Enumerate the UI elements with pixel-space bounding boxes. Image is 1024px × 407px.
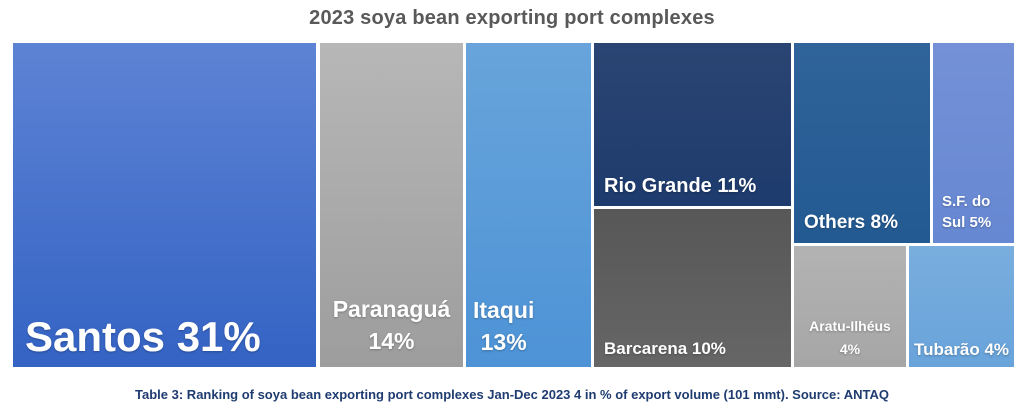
tile-label-tubarao: Tubarão 4% [909,340,1014,360]
treemap-tile-aratu-ilheus: Aratu-Ilhéus 4% [794,246,906,367]
tile-label-line1: Barcarena 10% [604,339,726,358]
treemap-tile-santos: Santos 31% [13,43,316,367]
treemap-tile-others: Others 8% [794,43,930,243]
tile-label-aratu-ilheus: Aratu-Ilhéus 4% [794,315,906,360]
tile-label-others: Others 8% [804,212,898,234]
tile-label-line1: Paranaguá [332,295,451,322]
tile-label-line1: Others 8% [804,212,898,233]
tile-label-line1: Santos 31% [25,313,261,360]
tile-label-line1: Aratu-Ilhéus [809,318,891,335]
treemap-tile-sf-do-sul: S.F. do Sul 5% [933,43,1014,243]
tile-label-line1: Rio Grande 11% [604,175,757,197]
tile-label-sf-do-sul: S.F. do Sul 5% [942,191,991,235]
tile-label-rio-grande: Rio Grande 11% [604,175,756,198]
tile-label-line2: Sul 5% [942,214,992,232]
treemap-tile-itaqui: Itaqui 13% [466,43,591,367]
treemap-tile-paranagua: Paranaguá 14% [320,43,463,367]
tile-label-paranagua: Paranaguá 14% [320,293,463,357]
treemap-tile-tubarao: Tubarão 4% [909,246,1014,367]
tile-label-line2: 13% [480,328,527,355]
tile-label-line1: Tubarão 4% [913,340,1010,359]
treemap-tile-barcarena: Barcarena 10% [594,209,791,367]
tile-label-barcarena: Barcarena 10% [604,339,726,359]
tile-label-santos: Santos 31% [25,313,261,361]
chart-title: 2023 soya bean exporting port complexes [309,7,715,29]
tile-label-line1: S.F. do [942,192,991,210]
treemap-chart: Santos 31% Paranaguá 14% Itaqui 13% Rio … [13,43,1014,367]
tile-label-line2: 14% [368,327,415,354]
tile-label-line1: Itaqui [473,296,535,323]
table-caption: Table 3: Ranking of soya bean exporting … [135,387,889,402]
tile-label-line2: 4% [839,340,861,357]
tile-label-itaqui: Itaqui 13% [473,294,534,358]
treemap-tile-rio-grande: Rio Grande 11% [594,43,791,206]
